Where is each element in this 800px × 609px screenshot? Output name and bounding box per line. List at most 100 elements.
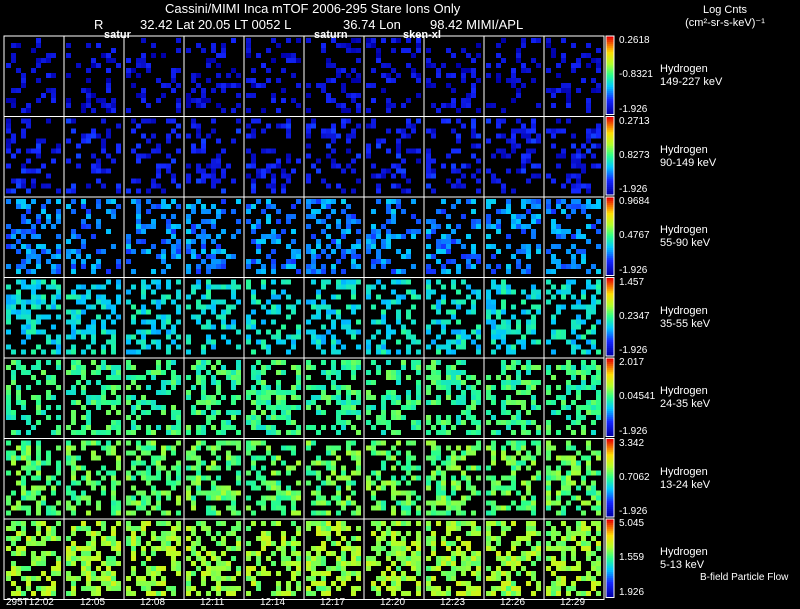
count-pixel xyxy=(391,591,396,596)
count-pixel xyxy=(521,566,526,571)
count-pixel xyxy=(266,541,271,546)
count-pixel xyxy=(96,133,101,139)
count-pixel xyxy=(336,294,341,300)
count-pixel xyxy=(136,188,141,194)
count-pixel xyxy=(346,365,351,370)
count-pixel xyxy=(261,128,266,134)
count-pixel xyxy=(161,249,166,254)
count-pixel xyxy=(271,500,276,506)
count-pixel xyxy=(501,299,506,305)
count-pixel xyxy=(461,68,466,73)
colorbar-segment xyxy=(606,63,614,67)
count-pixel xyxy=(71,470,76,476)
count-pixel xyxy=(211,178,216,184)
count-pixel xyxy=(231,576,236,581)
count-pixel xyxy=(466,309,471,315)
count-pixel xyxy=(326,571,331,576)
count-pixel xyxy=(146,63,151,68)
count-pixel xyxy=(341,576,346,581)
count-pixel xyxy=(536,405,541,410)
count-pixel xyxy=(166,380,171,385)
count-pixel xyxy=(271,188,276,194)
count-pixel xyxy=(521,83,526,88)
count-pixel xyxy=(211,324,216,330)
count-pixel xyxy=(586,63,591,68)
count-pixel xyxy=(306,329,311,335)
count-pixel xyxy=(96,430,101,435)
count-pixel xyxy=(591,430,596,435)
count-pixel xyxy=(231,375,236,380)
count-pixel xyxy=(231,415,236,420)
count-pixel xyxy=(66,98,71,103)
count-pixel xyxy=(501,209,506,214)
colorbar-segment xyxy=(606,169,614,173)
count-pixel xyxy=(576,148,581,154)
count-pixel xyxy=(511,521,516,526)
colorbar-segment xyxy=(606,242,614,245)
count-pixel xyxy=(456,385,461,390)
count-pixel xyxy=(591,410,596,415)
count-pixel xyxy=(256,415,261,420)
count-pixel xyxy=(316,158,321,164)
count-pixel xyxy=(321,531,326,536)
count-pixel xyxy=(216,475,221,481)
count-pixel xyxy=(441,269,446,274)
count-pixel xyxy=(141,319,146,325)
count-pixel xyxy=(396,279,401,285)
count-pixel xyxy=(326,199,331,204)
count-pixel xyxy=(296,254,301,259)
colorbar-segment xyxy=(606,489,614,493)
count-pixel xyxy=(306,480,311,486)
count-pixel xyxy=(141,521,146,526)
count-pixel xyxy=(246,505,251,511)
count-pixel xyxy=(161,259,166,264)
count-pixel xyxy=(201,148,206,154)
count-pixel xyxy=(266,425,271,430)
count-pixel xyxy=(231,284,236,290)
count-pixel xyxy=(376,138,381,144)
count-pixel xyxy=(401,521,406,526)
count-pixel xyxy=(511,329,516,335)
count-pixel xyxy=(101,581,106,586)
count-pixel xyxy=(586,214,591,219)
count-pixel xyxy=(466,445,471,451)
colorbar-segment xyxy=(606,143,614,147)
count-pixel xyxy=(426,536,431,541)
count-pixel xyxy=(266,405,271,410)
colorbar-segment xyxy=(606,308,614,312)
count-pixel xyxy=(96,521,101,526)
count-pixel xyxy=(536,289,541,295)
count-pixel xyxy=(251,370,256,375)
count-pixel xyxy=(381,168,386,174)
count-pixel xyxy=(446,269,451,274)
count-pixel xyxy=(516,410,521,415)
count-pixel xyxy=(511,556,516,561)
count-pixel xyxy=(91,128,96,134)
count-pixel xyxy=(431,455,436,461)
count-pixel xyxy=(416,148,421,154)
count-pixel xyxy=(46,536,51,541)
count-pixel xyxy=(346,138,351,144)
count-pixel xyxy=(111,349,116,355)
count-pixel xyxy=(146,591,151,596)
count-pixel xyxy=(426,415,431,420)
count-pixel xyxy=(106,329,111,335)
count-pixel xyxy=(416,591,421,596)
count-pixel xyxy=(236,299,241,305)
count-pixel xyxy=(86,561,91,566)
count-pixel xyxy=(151,430,156,435)
count-pixel xyxy=(161,576,166,581)
count-pixel xyxy=(16,204,21,209)
count-pixel xyxy=(466,284,471,290)
count-pixel xyxy=(406,531,411,536)
count-pixel xyxy=(136,536,141,541)
count-pixel xyxy=(321,425,326,430)
count-pixel xyxy=(116,581,121,586)
count-pixel xyxy=(591,385,596,390)
count-pixel xyxy=(146,385,151,390)
colorbar-segment xyxy=(606,273,614,277)
count-pixel xyxy=(86,425,91,430)
count-pixel xyxy=(41,244,46,249)
count-pixel xyxy=(371,123,376,129)
count-pixel xyxy=(376,576,381,581)
